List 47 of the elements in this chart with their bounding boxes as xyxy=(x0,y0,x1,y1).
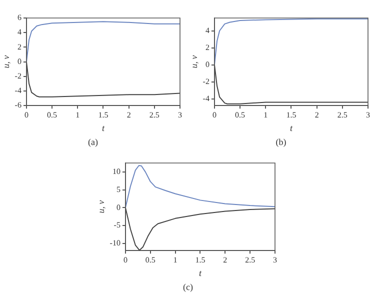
text: (a) xyxy=(87,137,99,147)
y-tick-label: -2 xyxy=(14,71,22,80)
x-axis-title: t xyxy=(102,122,105,133)
y-tick-label: 2 xyxy=(17,42,22,52)
x-tick-label: 1 xyxy=(76,110,80,120)
x-tick-label: 2.5 xyxy=(149,110,160,120)
y-tick-label: 0 xyxy=(17,56,22,66)
y-tick-label: 6 xyxy=(17,13,22,22)
x-tick-label: 3 xyxy=(366,110,370,120)
y-axis-title: u, v xyxy=(188,55,199,68)
y-tick-label: -4 xyxy=(202,94,210,103)
x-tick-label: 1.5 xyxy=(195,255,206,264)
y-tick-label: -6 xyxy=(14,100,22,110)
x-tick-label: 2 xyxy=(223,255,228,264)
x-tick-label: 3 xyxy=(178,110,182,120)
y-tick-label: 4 xyxy=(17,28,22,37)
x-tick-label: 0 xyxy=(212,110,216,120)
x-tick-label: 2 xyxy=(314,110,319,120)
y-tick-label: -2 xyxy=(202,76,210,86)
x-tick-label: 2.5 xyxy=(337,110,348,120)
text: (b) xyxy=(274,137,288,147)
y-tick-label: 5 xyxy=(116,184,120,194)
x-tick-label: 1.5 xyxy=(98,110,108,120)
x-tick-label: 1 xyxy=(173,255,178,264)
x-tick-label: 0.5 xyxy=(235,110,246,120)
y-tick-label: -5 xyxy=(114,220,120,230)
x-tick-label: 0 xyxy=(24,110,28,120)
y-tick-label: 0 xyxy=(205,60,210,69)
y-tick-label: 10 xyxy=(112,167,120,176)
x-tick-label: 1.5 xyxy=(286,110,296,120)
x-tick-label: 2 xyxy=(126,110,131,120)
y-tick-label: -10 xyxy=(110,238,120,248)
y-tick-label: 4 xyxy=(205,26,210,35)
x-tick-label: 0.5 xyxy=(145,255,156,264)
y-tick-label: 0 xyxy=(116,202,120,212)
x-tick-label: 3 xyxy=(273,255,277,264)
y-axis-title: u, v xyxy=(0,55,11,68)
x-tick-label: 1 xyxy=(264,110,268,120)
y-axis-title: u, v xyxy=(96,200,106,214)
x-tick-label: 0 xyxy=(123,255,128,264)
x-axis-title: t xyxy=(290,122,293,133)
x-tick-label: 0.5 xyxy=(47,110,58,120)
text: (c) xyxy=(182,282,194,292)
x-tick-label: 2.5 xyxy=(245,255,256,264)
y-tick-label: 2 xyxy=(205,42,210,52)
y-tick-label: -4 xyxy=(14,86,22,96)
x-axis-title: t xyxy=(198,268,202,278)
